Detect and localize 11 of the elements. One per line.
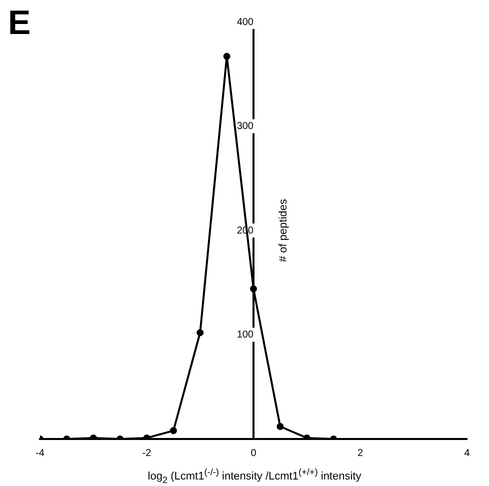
x-tick-label: 2 <box>357 448 364 459</box>
x-tick-label: 4 <box>464 448 470 459</box>
y-tick-label: 400 <box>236 16 254 28</box>
y-axis-title: # of peptides <box>278 198 290 262</box>
y-tick-label: 100 <box>236 330 254 340</box>
x-tick-label: -4 <box>36 448 45 459</box>
x-axis-title: log$_{2}$ (Lcmt1$^{(-/-)}$ intensity /Lcmt1$^{(+/+)}$ intensity <box>146 466 362 485</box>
x-tick-label: 0 <box>250 448 257 459</box>
text: E <box>8 4 31 43</box>
y-tick-label: 300 <box>236 121 254 132</box>
x-tick-label: -2 <box>142 448 152 459</box>
